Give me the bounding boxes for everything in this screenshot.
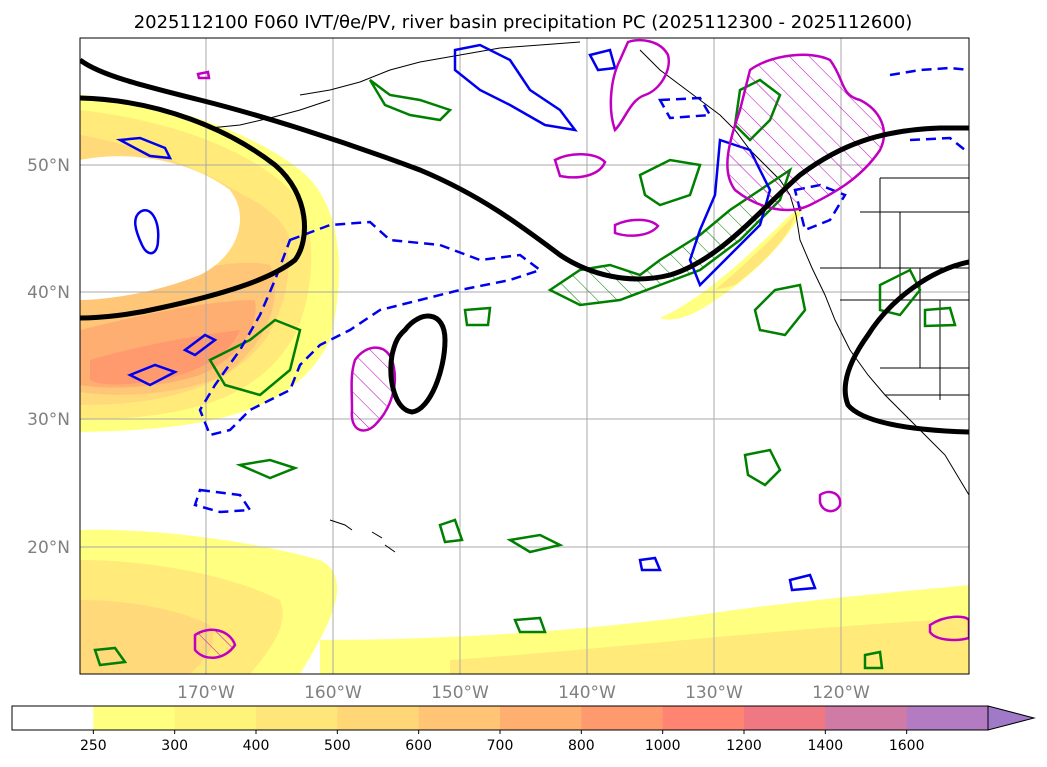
theta-contour <box>638 158 702 207</box>
theta-contour <box>93 646 128 667</box>
pv-contour <box>115 136 173 160</box>
alaska-coast <box>299 41 581 96</box>
state-borders <box>820 177 969 396</box>
theta-contour <box>753 283 807 337</box>
colorbar-segment <box>337 706 420 730</box>
ivt-shading <box>80 95 969 674</box>
ivt-band-800 <box>90 330 240 385</box>
theta-contour <box>878 268 922 317</box>
black-contour-east <box>842 259 969 435</box>
colorbar: 250 300 400 500 600 700 800 1000 1200 1400 1600 <box>11 705 1036 754</box>
na-west-coast <box>639 49 969 496</box>
colorbar-segment <box>93 706 176 730</box>
colorbar-tick-label: 800 <box>568 738 595 754</box>
black-contour-west <box>80 95 307 321</box>
theta-contour <box>513 616 547 634</box>
theta-contour <box>368 79 453 122</box>
coastlines <box>209 41 969 553</box>
lat-tick-label: 30°N <box>27 410 70 430</box>
colorbar-segment <box>662 706 745 730</box>
lon-tick-label: 150°W <box>431 683 489 703</box>
colorbar-segment <box>744 706 826 730</box>
pv-contour <box>126 363 179 387</box>
colorbar-extend-arrow <box>987 705 1036 731</box>
colorbar-tick-label: 700 <box>487 738 514 754</box>
ivt-band-south-w3 <box>80 600 214 674</box>
ivt-band-south-e2 <box>450 618 969 674</box>
colorbar-tick-label: 300 <box>161 738 188 754</box>
figure-title: 2025112100 F060 IVT/θe/PV, river basin p… <box>134 12 913 33</box>
lon-tick-label: 120°W <box>812 683 870 703</box>
state-borders-v <box>879 178 941 400</box>
theta-contour <box>923 306 957 328</box>
theta-hatch <box>550 170 790 305</box>
precip-contour-coast <box>726 53 886 212</box>
theta-contour <box>463 306 492 327</box>
map-layers <box>80 38 969 674</box>
colorbar-segment <box>581 706 664 730</box>
pv-contour <box>638 556 662 572</box>
theta-contour <box>506 533 564 554</box>
lon-tick-label: 160°W <box>304 683 362 703</box>
precip-contour-central <box>350 346 397 432</box>
lat-ticks: 50°N 40°N 30°N 20°N <box>27 156 70 558</box>
graticule <box>80 38 969 674</box>
ivt-band-400b <box>230 190 290 260</box>
precip-contours <box>193 38 969 659</box>
colorbar-tick-label: 1400 <box>808 738 844 754</box>
colorbar-tick-label: 600 <box>405 738 432 754</box>
lon-tick-label: 130°W <box>685 683 743 703</box>
colorbar-tick-label: 500 <box>324 738 351 754</box>
pv-contour <box>134 209 160 255</box>
lat-tick-label: 20°N <box>27 538 70 558</box>
pv-contour <box>182 333 218 357</box>
lat-tick-label: 40°N <box>27 283 70 303</box>
ivt-band-coast <box>660 205 805 320</box>
colorbar-tick-label: 250 <box>80 738 107 754</box>
colorbar-segment <box>906 706 989 730</box>
map-frame <box>79 37 970 675</box>
colorbar-tick-label: 400 <box>243 738 270 754</box>
colorbar-segment <box>12 706 94 730</box>
lon-tick-label: 140°W <box>558 683 616 703</box>
precip-contour <box>553 153 607 179</box>
pv-dashed-contour <box>889 66 969 77</box>
ivt-clear-zone <box>80 156 240 300</box>
pv-dashed-contour <box>198 220 543 437</box>
black-contour-north <box>80 57 969 282</box>
colorbar-tick-label: 1000 <box>645 738 681 754</box>
colorbar-segment <box>418 706 501 730</box>
precip-contour <box>196 70 211 80</box>
lon-ticks: 170°W 160°W 150°W 140°W 130°W 120°W <box>177 683 870 703</box>
lon-tick-label: 170°W <box>177 683 235 703</box>
precip-contour <box>193 628 237 659</box>
colorbar-segment <box>500 706 582 730</box>
theta-contour <box>208 318 302 397</box>
colorbar-tick-label: 1200 <box>726 738 762 754</box>
hawaii <box>329 519 396 553</box>
pv-dashed-contour <box>193 488 253 514</box>
pv-contour <box>453 43 578 132</box>
map-panel: 50°N 40°N 30°N 20°N 170°W 160°W 150°W 14… <box>27 37 970 703</box>
theta-contour <box>863 650 884 670</box>
pv-contour <box>588 48 617 72</box>
colorbar-segment <box>256 706 338 730</box>
theta-contour <box>235 458 299 480</box>
precip-contour <box>613 218 660 237</box>
colorbar-tick-label: 1600 <box>889 738 925 754</box>
black-contour-closed <box>388 313 448 415</box>
colorbar-segment <box>174 706 257 730</box>
colorbar-segment <box>825 706 908 730</box>
theta-contour <box>743 448 782 487</box>
ivt-contours-black <box>80 57 969 435</box>
precip-contour-north <box>609 38 671 133</box>
precip-contour <box>818 490 842 513</box>
precip-contour <box>928 615 969 642</box>
theta-contour <box>438 518 464 544</box>
pv-dashed-contour <box>909 136 966 151</box>
pv-contour <box>788 573 817 592</box>
lat-tick-label: 50°N <box>27 156 70 176</box>
